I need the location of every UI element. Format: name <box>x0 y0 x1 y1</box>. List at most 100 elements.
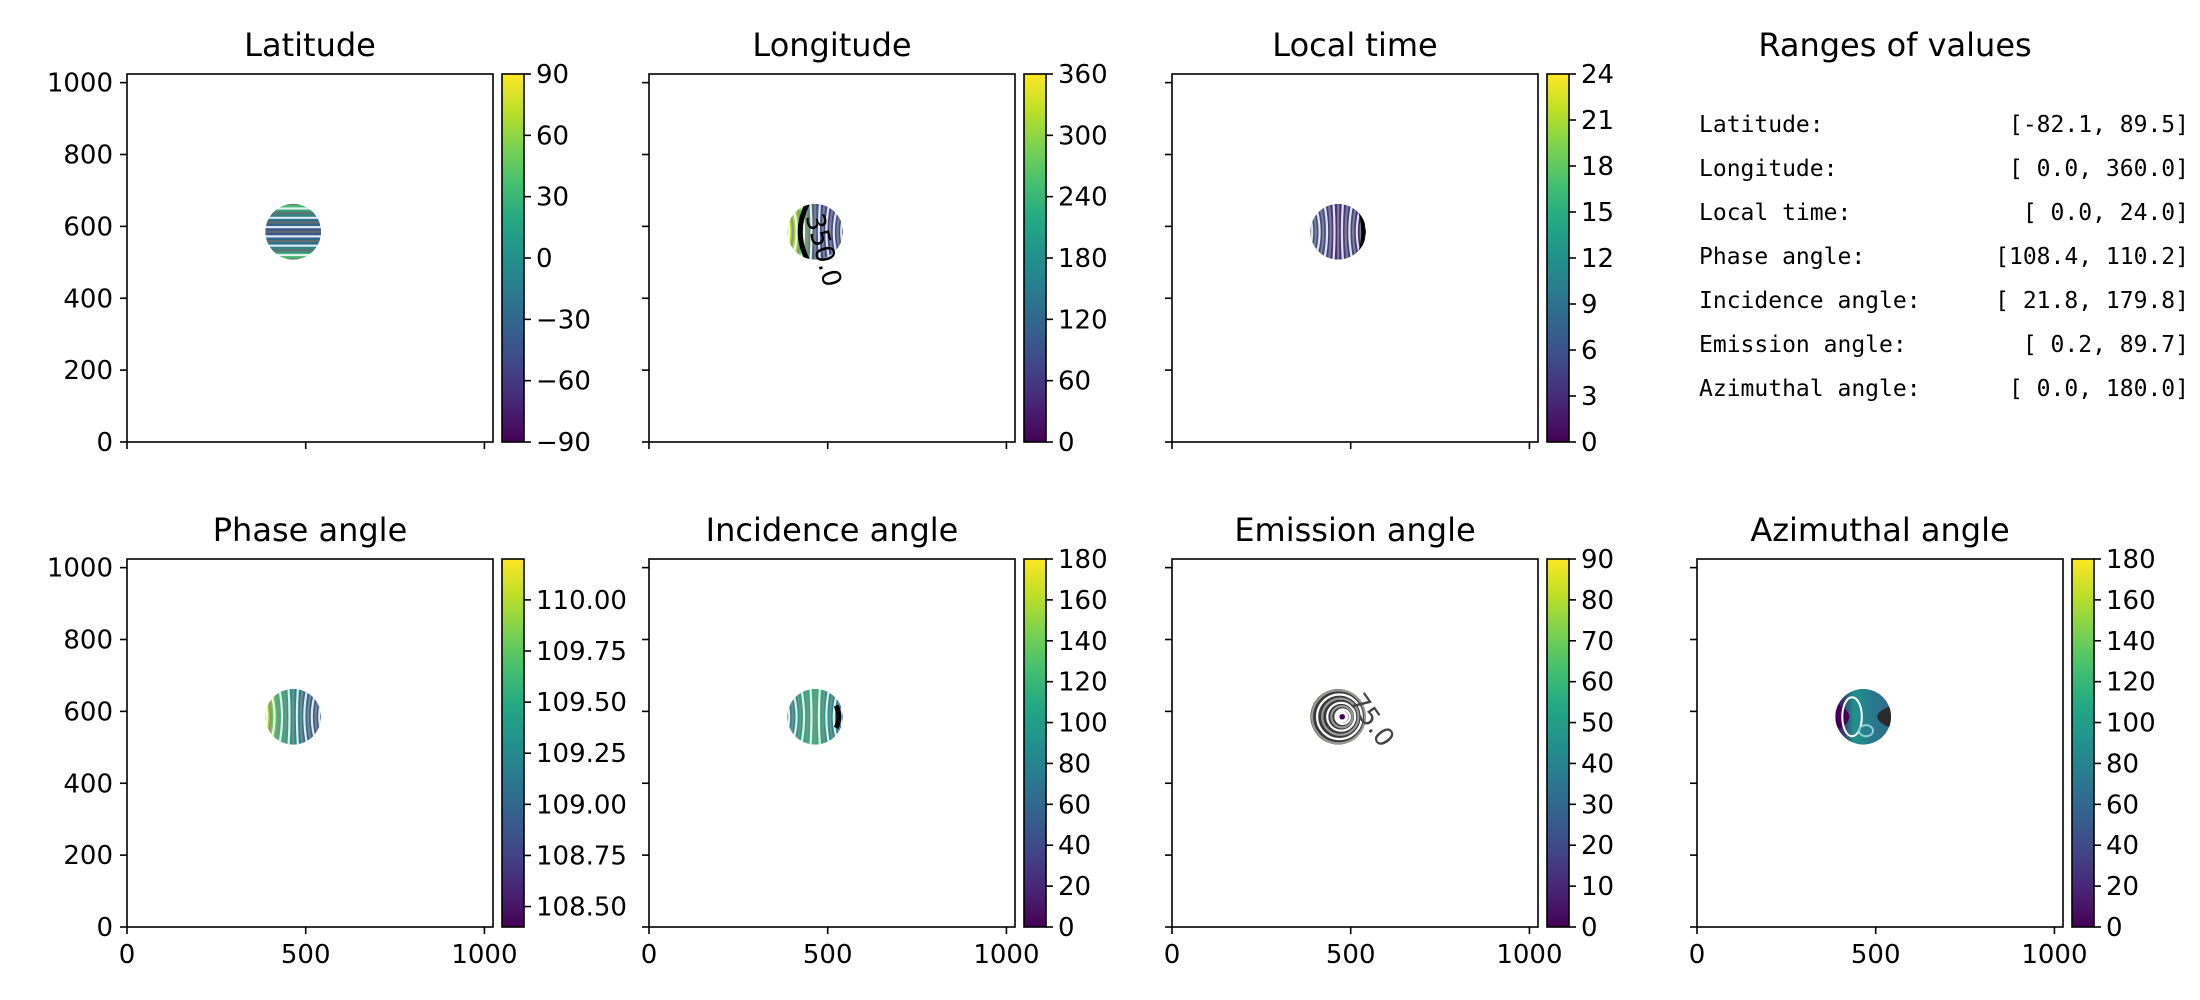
contour-line <box>295 688 299 745</box>
colorbar-tick-label: 180 <box>2106 545 2156 575</box>
colorbar-tick-label: 12 <box>1581 244 1614 274</box>
colorbar: 90 80 70 60 50 40 30 20 10 0 <box>1546 545 1614 943</box>
range-label: Azimuthal angle: <box>1699 376 1921 402</box>
colorbar-tick-label: 120 <box>1058 668 1108 698</box>
contour-line <box>840 688 844 745</box>
x-tick-label: 500 <box>803 940 853 970</box>
range-value: [-82.1, 89.5] <box>2009 112 2189 138</box>
colorbar-tick-label: 300 <box>1058 121 1108 151</box>
contour-line <box>318 688 322 745</box>
subplot-title: Emission angle <box>1234 511 1475 549</box>
colorbar-tick-label: 60 <box>1058 790 1091 820</box>
colorbar-frame <box>2071 558 2095 928</box>
x-tick-label: 500 <box>281 940 331 970</box>
colorbar-tick-label: 10 <box>1581 872 1614 902</box>
colorbar-tick-label: 21 <box>1581 106 1614 136</box>
colorbar-tick-label: 80 <box>1581 586 1614 616</box>
disk-fill <box>1835 688 1892 745</box>
contour-ring <box>1334 708 1351 726</box>
colorbar-tick-label: 109.50 <box>536 688 627 718</box>
contour-line <box>787 203 791 260</box>
contour-line <box>303 688 309 745</box>
contour-line <box>1344 203 1349 260</box>
x-tick-label: 1000 <box>973 940 1039 970</box>
colorbar-tick-label: 80 <box>2106 749 2139 779</box>
colorbar: 90 60 30 0 −30 −60 −90 <box>501 60 591 458</box>
colorbar-fill <box>1024 559 1046 927</box>
contour-line <box>825 203 831 260</box>
contour-line <box>1310 203 1314 260</box>
colorbar-tick-label: 60 <box>2106 790 2139 820</box>
ranges-of-values-panel: Ranges of values Latitude: [-82.1, 89.5]L… <box>1699 26 2189 402</box>
contour-line <box>809 203 813 260</box>
colorbar-tick-label: 0 <box>536 244 553 274</box>
contour-line <box>809 688 813 745</box>
y-tick-label: 600 <box>63 697 113 727</box>
colorbar-tick-label: 90 <box>1581 545 1614 575</box>
colorbar-tick-label: 0 <box>1058 913 1075 943</box>
range-label: Emission angle: <box>1699 332 1907 358</box>
azimuth-lobe <box>1877 705 1892 728</box>
colorbar-tick-label: 40 <box>2106 831 2139 861</box>
y-tick-label: 200 <box>63 841 113 871</box>
contour-line <box>278 688 284 745</box>
x-tick-label: 0 <box>119 940 136 970</box>
range-value: [ 0.0, 24.0] <box>2023 200 2189 226</box>
colorbar-tick-label: 9 <box>1581 290 1598 320</box>
colorbar-fill <box>502 559 524 927</box>
colorbar-tick-label: 6 <box>1581 336 1598 366</box>
colorbar: 180 160 140 120 100 80 60 40 20 0 <box>2071 545 2156 943</box>
contour-line <box>825 688 831 745</box>
y-tick-label: 400 <box>63 769 113 799</box>
contour-line <box>787 688 791 745</box>
contour-line-bold <box>797 203 810 260</box>
colorbar-frame <box>1546 558 1570 928</box>
colorbar-tick-label: 360 <box>1058 60 1108 90</box>
subplot-title: Incidence angle <box>706 511 959 549</box>
y-tick-label: 1000 <box>47 69 113 99</box>
subplot-local-time: Local time 24 21 18 15 12 9 6 3 0 <box>1165 26 1614 458</box>
subplot-title: Local time <box>1272 26 1437 64</box>
contour-ring <box>1326 701 1357 732</box>
colorbar-fill <box>1547 74 1569 442</box>
colorbar-tick-label: 60 <box>536 121 569 151</box>
contour-line <box>265 688 269 745</box>
planet-disk <box>265 203 322 260</box>
colorbar-tick-label: 100 <box>1058 709 1108 739</box>
range-label: Phase angle: <box>1699 244 1865 270</box>
colorbar-tick-label: 180 <box>1058 545 1108 575</box>
subplot-latitude: Latitude 0 200 400 600 800 1000 90 60 30 0 −30 −60 −9… <box>47 26 591 458</box>
contour-line <box>1332 203 1336 260</box>
colorbar-fill <box>1547 559 1569 927</box>
contour-line <box>1841 696 1863 738</box>
colorbar-tick-label: 18 <box>1581 152 1614 182</box>
colorbar-tick-label: 100 <box>2106 709 2156 739</box>
colorbar-tick-label: 108.50 <box>536 893 627 923</box>
colorbar-tick-label: 0 <box>2106 913 2123 943</box>
colorbar-frame <box>501 558 525 928</box>
y-tick-label: 0 <box>96 428 113 458</box>
colorbar-tick-label: 160 <box>1058 586 1108 616</box>
x-tick-label: 0 <box>641 940 658 970</box>
contour-line <box>800 203 806 260</box>
colorbar-tick-label: 180 <box>1058 244 1108 274</box>
axes-frame <box>1696 558 2064 928</box>
colorbar-tick-label: 20 <box>2106 872 2139 902</box>
colorbar-tick-label: 60 <box>1058 367 1091 397</box>
colorbar-tick-label: 109.00 <box>536 790 627 820</box>
colorbar-frame <box>1023 558 1047 928</box>
contour-line <box>800 688 806 745</box>
y-tick-label: 800 <box>63 141 113 171</box>
colorbar-tick-label: 140 <box>1058 627 1108 657</box>
colorbar-tick-label: 40 <box>1058 831 1091 861</box>
x-tick-label: 1000 <box>1496 940 1562 970</box>
contour-line <box>817 203 821 260</box>
colorbar-tick-label: 140 <box>2106 627 2156 657</box>
y-tick-label: 1000 <box>47 554 113 584</box>
colorbar: 180 160 140 120 100 80 60 40 20 0 <box>1023 545 1108 943</box>
colorbar-tick-label: 120 <box>1058 305 1108 335</box>
colorbar-tick-label: 0 <box>1581 428 1598 458</box>
